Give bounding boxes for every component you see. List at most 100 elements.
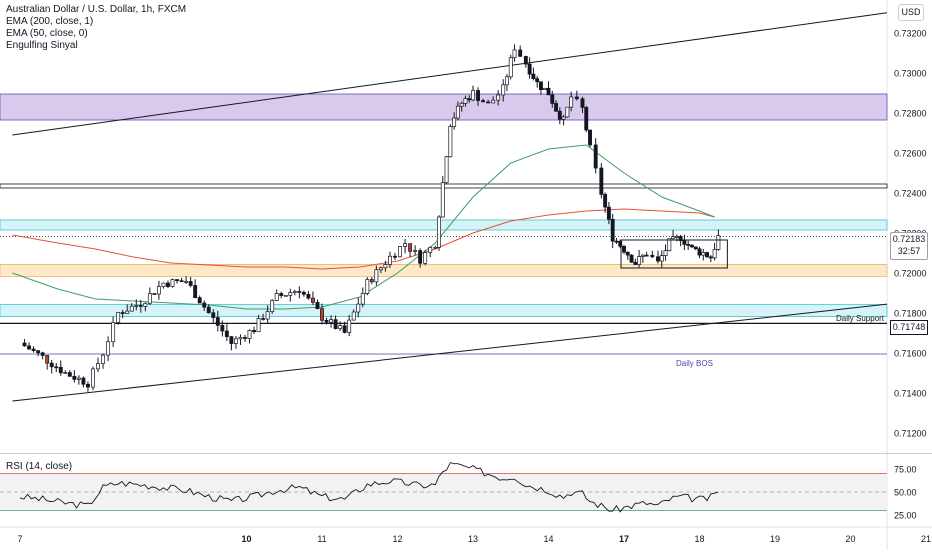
candle[interactable] <box>338 321 343 331</box>
currency-button[interactable]: USD <box>898 4 924 21</box>
candle[interactable] <box>413 245 418 256</box>
candle[interactable] <box>667 238 672 252</box>
candle[interactable] <box>671 229 676 241</box>
candle[interactable] <box>393 252 397 261</box>
candle[interactable] <box>238 334 243 346</box>
candle[interactable] <box>193 279 198 299</box>
candle[interactable] <box>637 249 642 268</box>
candle[interactable] <box>550 90 555 108</box>
candle[interactable] <box>622 245 626 255</box>
candle[interactable] <box>274 289 279 302</box>
candle[interactable] <box>116 312 121 325</box>
candle[interactable] <box>96 357 100 373</box>
zone-cyan-2[interactable] <box>0 219 888 231</box>
candle[interactable] <box>252 326 256 334</box>
candle[interactable] <box>644 251 649 257</box>
candle[interactable] <box>455 101 460 121</box>
candle[interactable] <box>689 244 694 248</box>
candle[interactable] <box>49 360 54 374</box>
rsi-legend[interactable]: RSI (14, close) <box>6 461 73 472</box>
candle[interactable] <box>58 360 63 376</box>
candle[interactable] <box>320 303 324 325</box>
candle[interactable] <box>388 251 392 268</box>
candle[interactable] <box>106 336 111 362</box>
candle[interactable] <box>463 95 468 107</box>
candle[interactable] <box>459 101 464 112</box>
trendline-2[interactable] <box>12 303 888 402</box>
candle[interactable] <box>351 309 356 321</box>
candle[interactable] <box>54 362 59 373</box>
candle[interactable] <box>243 334 247 342</box>
candle[interactable] <box>508 54 513 80</box>
candle[interactable] <box>467 95 472 103</box>
candle[interactable] <box>63 370 68 374</box>
candle[interactable] <box>663 244 668 261</box>
candle[interactable] <box>606 201 611 225</box>
consolidation-box[interactable] <box>620 239 728 269</box>
candle[interactable] <box>138 299 143 313</box>
candle[interactable] <box>448 124 453 158</box>
candle[interactable] <box>147 287 152 305</box>
candle[interactable] <box>261 313 266 321</box>
candle[interactable] <box>542 87 547 90</box>
candle[interactable] <box>383 260 388 272</box>
candle[interactable] <box>580 96 585 114</box>
candle[interactable] <box>625 251 630 260</box>
candle[interactable] <box>512 44 517 62</box>
candle[interactable] <box>365 277 370 296</box>
candle[interactable] <box>569 91 574 112</box>
candle[interactable] <box>310 291 315 305</box>
candle[interactable] <box>170 278 175 288</box>
candle[interactable] <box>220 320 225 337</box>
candle[interactable] <box>315 299 320 310</box>
candle[interactable] <box>588 129 592 148</box>
candle[interactable] <box>452 112 457 130</box>
candle[interactable] <box>659 250 664 268</box>
candle[interactable] <box>561 114 566 126</box>
candle[interactable] <box>306 290 311 300</box>
candle[interactable] <box>682 234 687 251</box>
candle[interactable] <box>574 90 579 101</box>
candle[interactable] <box>347 314 352 337</box>
candle[interactable] <box>81 376 86 388</box>
candle[interactable] <box>184 276 189 284</box>
candle[interactable] <box>557 107 562 125</box>
candle[interactable] <box>179 277 184 283</box>
candle[interactable] <box>247 329 252 344</box>
candle[interactable] <box>31 346 36 353</box>
candle[interactable] <box>288 288 293 302</box>
candle[interactable] <box>618 239 623 248</box>
candle[interactable] <box>701 248 706 261</box>
candle[interactable] <box>610 213 615 249</box>
candle[interactable] <box>22 339 27 347</box>
symbol-title[interactable]: Australian Dollar / U.S. Dollar, 1h, FXC… <box>6 4 187 15</box>
candle[interactable] <box>398 245 402 258</box>
candle[interactable] <box>531 67 536 81</box>
candle[interactable] <box>705 251 710 258</box>
candle[interactable] <box>36 350 41 357</box>
candle[interactable] <box>378 266 383 274</box>
candle[interactable] <box>283 294 288 297</box>
candle[interactable] <box>166 280 170 289</box>
candle[interactable] <box>440 176 445 218</box>
candle[interactable] <box>584 105 589 133</box>
rsi-line[interactable] <box>19 462 719 513</box>
zone-cyan-4[interactable] <box>0 304 888 318</box>
candle[interactable] <box>265 305 270 324</box>
candle[interactable] <box>175 278 179 284</box>
candle[interactable] <box>471 85 475 102</box>
candle[interactable] <box>342 321 347 334</box>
candle[interactable] <box>423 249 428 266</box>
candle[interactable] <box>481 98 486 103</box>
candle[interactable] <box>202 300 207 311</box>
candle[interactable] <box>152 293 157 295</box>
candle[interactable] <box>27 342 32 350</box>
candle[interactable] <box>233 336 238 349</box>
candle[interactable] <box>650 250 655 259</box>
candle[interactable] <box>535 75 540 88</box>
candle[interactable] <box>593 138 598 174</box>
candle[interactable] <box>40 351 45 360</box>
ema50-line[interactable] <box>12 144 715 310</box>
candle[interactable] <box>633 258 638 266</box>
candle[interactable] <box>403 238 408 254</box>
